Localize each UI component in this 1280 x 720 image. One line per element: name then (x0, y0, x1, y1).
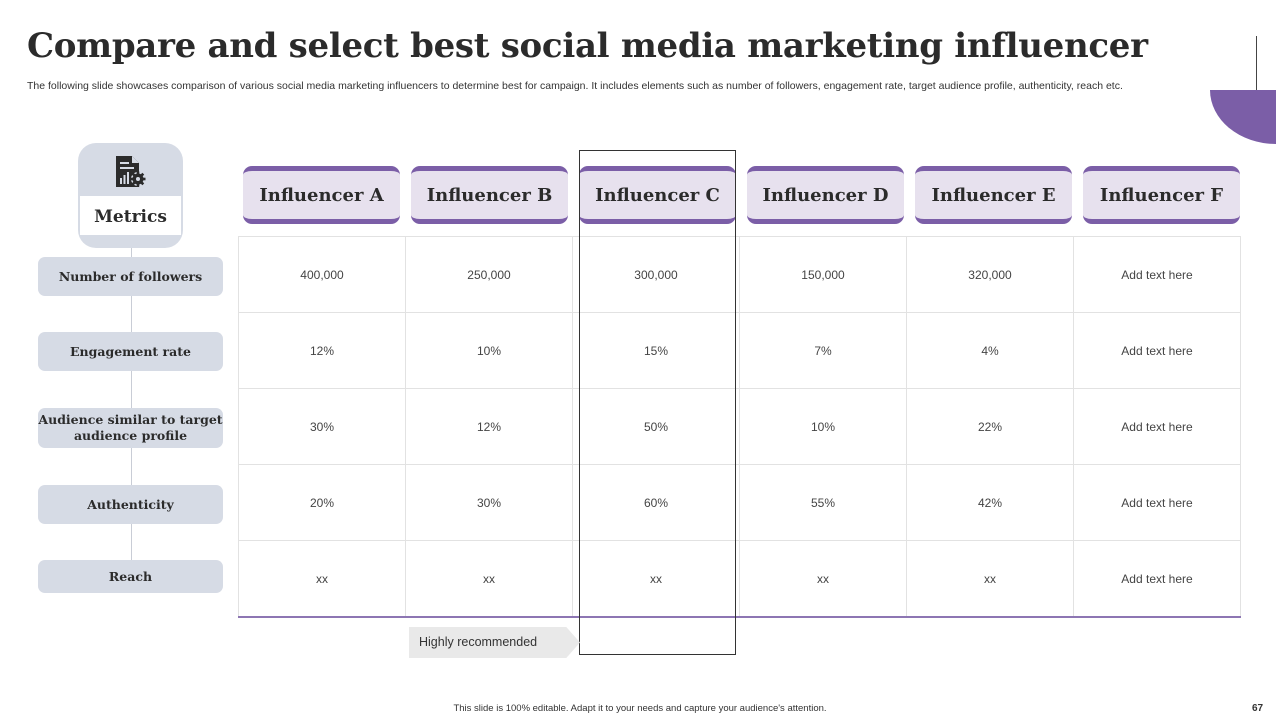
table-cell: xx (739, 540, 907, 618)
table-cell: Add text here (1073, 388, 1241, 465)
page-number: 67 (1252, 703, 1264, 714)
table-cell: 10% (405, 312, 573, 389)
table-cell: 20% (238, 464, 406, 541)
slide-footer: This slide is 100% editable. Adapt it to… (453, 703, 827, 714)
table-cell: xx (906, 540, 1074, 618)
decorative-quarter-circle (1210, 90, 1276, 144)
table-row: 30% 12% 50% 10% 22% Add text here (238, 388, 1241, 465)
slide-subtitle: The following slide showcases comparison… (27, 80, 1123, 92)
table-cell: Add text here (1073, 312, 1241, 389)
metrics-heading: Metrics (94, 207, 167, 227)
document-gear-icon (116, 156, 146, 187)
table-cell: 30% (238, 388, 406, 465)
influencer-c-header: Influencer C (579, 166, 736, 224)
table-cell: 7% (739, 312, 907, 389)
slide-title: Compare and select best social media mar… (27, 26, 1148, 66)
table-cell: 55% (739, 464, 907, 541)
influencer-f-header: Influencer F (1083, 166, 1240, 224)
metric-number-of-followers: Number of followers (38, 257, 223, 296)
table-row: 20% 30% 60% 55% 42% Add text here (238, 464, 1241, 541)
table-cell: 4% (906, 312, 1074, 389)
recommendation-arrow-shape (409, 627, 580, 658)
table-cell: 30% (405, 464, 573, 541)
metric-audience-similarity: Audience similar to target audience prof… (38, 408, 223, 448)
influencer-d-header: Influencer D (747, 166, 904, 224)
table-cell: xx (572, 540, 740, 618)
influencer-b-header: Influencer B (411, 166, 568, 224)
comparison-table: 400,000 250,000 300,000 150,000 320,000 … (238, 236, 1241, 618)
table-cell: 12% (405, 388, 573, 465)
table-cell: Add text here (1073, 464, 1241, 541)
table-row: 400,000 250,000 300,000 150,000 320,000 … (238, 236, 1241, 313)
recommended-column-highlight (579, 150, 736, 655)
metric-authenticity: Authenticity (38, 485, 223, 524)
table-cell: Add text here (1073, 236, 1241, 313)
table-row: xx xx xx xx xx Add text here (238, 540, 1241, 618)
metric-reach: Reach (38, 560, 223, 593)
table-cell: 400,000 (238, 236, 406, 313)
table-cell: Add text here (1073, 540, 1241, 618)
table-cell: 150,000 (739, 236, 907, 313)
table-cell: 320,000 (906, 236, 1074, 313)
influencer-a-header: Influencer A (243, 166, 400, 224)
metric-engagement-rate: Engagement rate (38, 332, 223, 371)
table-row: 12% 10% 15% 7% 4% Add text here (238, 312, 1241, 389)
table-cell: 12% (238, 312, 406, 389)
table-cell: 250,000 (405, 236, 573, 313)
table-cell: xx (238, 540, 406, 618)
table-cell: xx (405, 540, 573, 618)
recommendation-callout: Highly recommended (409, 627, 580, 658)
table-cell: 42% (906, 464, 1074, 541)
metrics-label-background (80, 196, 181, 235)
table-cell: 22% (906, 388, 1074, 465)
recommendation-label: Highly recommended (419, 635, 538, 649)
table-cell: 10% (739, 388, 907, 465)
decorative-line (1256, 36, 1257, 120)
influencer-e-header: Influencer E (915, 166, 1072, 224)
